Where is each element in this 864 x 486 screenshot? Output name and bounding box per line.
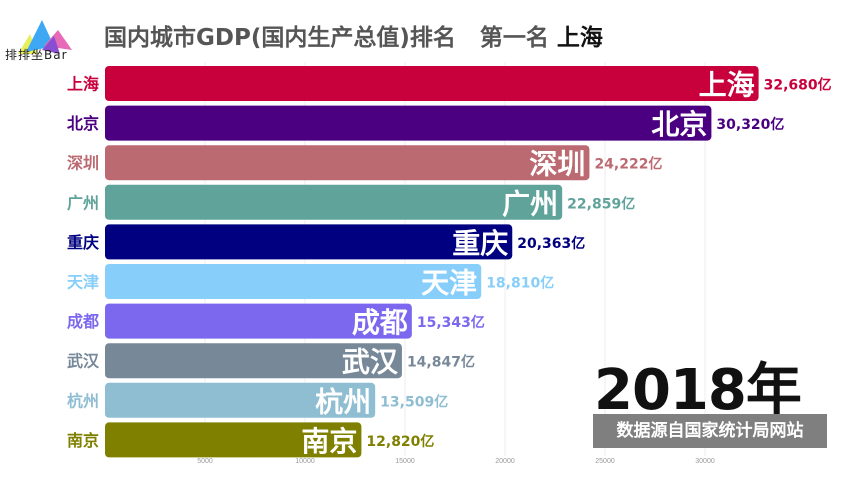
x-tick-label: 25000 <box>595 458 615 465</box>
bar <box>105 264 482 299</box>
bar <box>105 343 402 379</box>
x-tick-label: 10000 <box>295 458 315 465</box>
category-label: 广州 <box>67 193 99 212</box>
x-tick-label: 30000 <box>695 458 715 465</box>
bar <box>105 105 712 141</box>
value-label: 18,810亿 <box>486 275 554 292</box>
chart-title: 国内城市GDP(国内生产总值)排名 第一名 上海 <box>104 18 603 52</box>
bar-inner-label: 北京 <box>651 108 707 141</box>
source-label: 数据源自国家统计局网站 <box>593 414 827 448</box>
x-tick-label: 5000 <box>197 458 213 465</box>
value-label: 12,820亿 <box>366 433 434 450</box>
value-label: 14,847亿 <box>407 354 475 371</box>
category-label: 杭州 <box>67 391 99 410</box>
title-leader-prefix: 第一名 <box>479 25 549 51</box>
value-label: 24,222亿 <box>594 156 662 173</box>
category-label: 成都 <box>67 312 99 331</box>
value-label: 30,320亿 <box>716 116 784 133</box>
value-label: 22,859亿 <box>567 195 635 212</box>
bar <box>105 145 590 181</box>
bar-inner-label: 武汉 <box>342 346 399 379</box>
category-label: 上海 <box>67 75 99 94</box>
value-label: 15,343亿 <box>417 314 485 331</box>
year-label: 2018年 <box>594 358 802 423</box>
bar <box>105 184 563 220</box>
title-leader: 上海 <box>556 25 603 51</box>
value-label: 32,680亿 <box>764 77 832 94</box>
category-label: 深圳 <box>67 154 99 173</box>
bar-inner-label: 深圳 <box>529 148 585 181</box>
value-label: 20,363亿 <box>517 235 585 252</box>
bar <box>105 382 376 418</box>
category-label: 天津 <box>67 273 99 292</box>
bar-inner-label: 杭州 <box>315 385 371 418</box>
bar <box>105 224 513 260</box>
title-main: 国内城市GDP(国内生产总值)排名 <box>104 25 456 51</box>
logo-icon <box>18 20 72 54</box>
x-tick-label: 15000 <box>395 458 415 465</box>
bar-inner-label: 上海 <box>699 69 755 102</box>
logo-text: 排排坐Bar <box>5 48 68 62</box>
category-label: 南京 <box>67 431 99 450</box>
value-label: 13,509亿 <box>380 393 448 410</box>
category-label: 武汉 <box>67 352 100 371</box>
bar-inner-label: 成都 <box>352 306 408 339</box>
bar-inner-label: 重庆 <box>452 227 508 260</box>
bar-inner-label: 南京 <box>301 425 357 458</box>
bar <box>105 66 759 101</box>
x-tick-label: 20000 <box>495 458 515 465</box>
bar <box>105 303 412 339</box>
bar-inner-label: 天津 <box>421 267 477 300</box>
bar <box>105 422 362 458</box>
bar-inner-label: 广州 <box>502 187 558 220</box>
category-label: 重庆 <box>67 233 99 252</box>
category-label: 北京 <box>67 114 99 133</box>
